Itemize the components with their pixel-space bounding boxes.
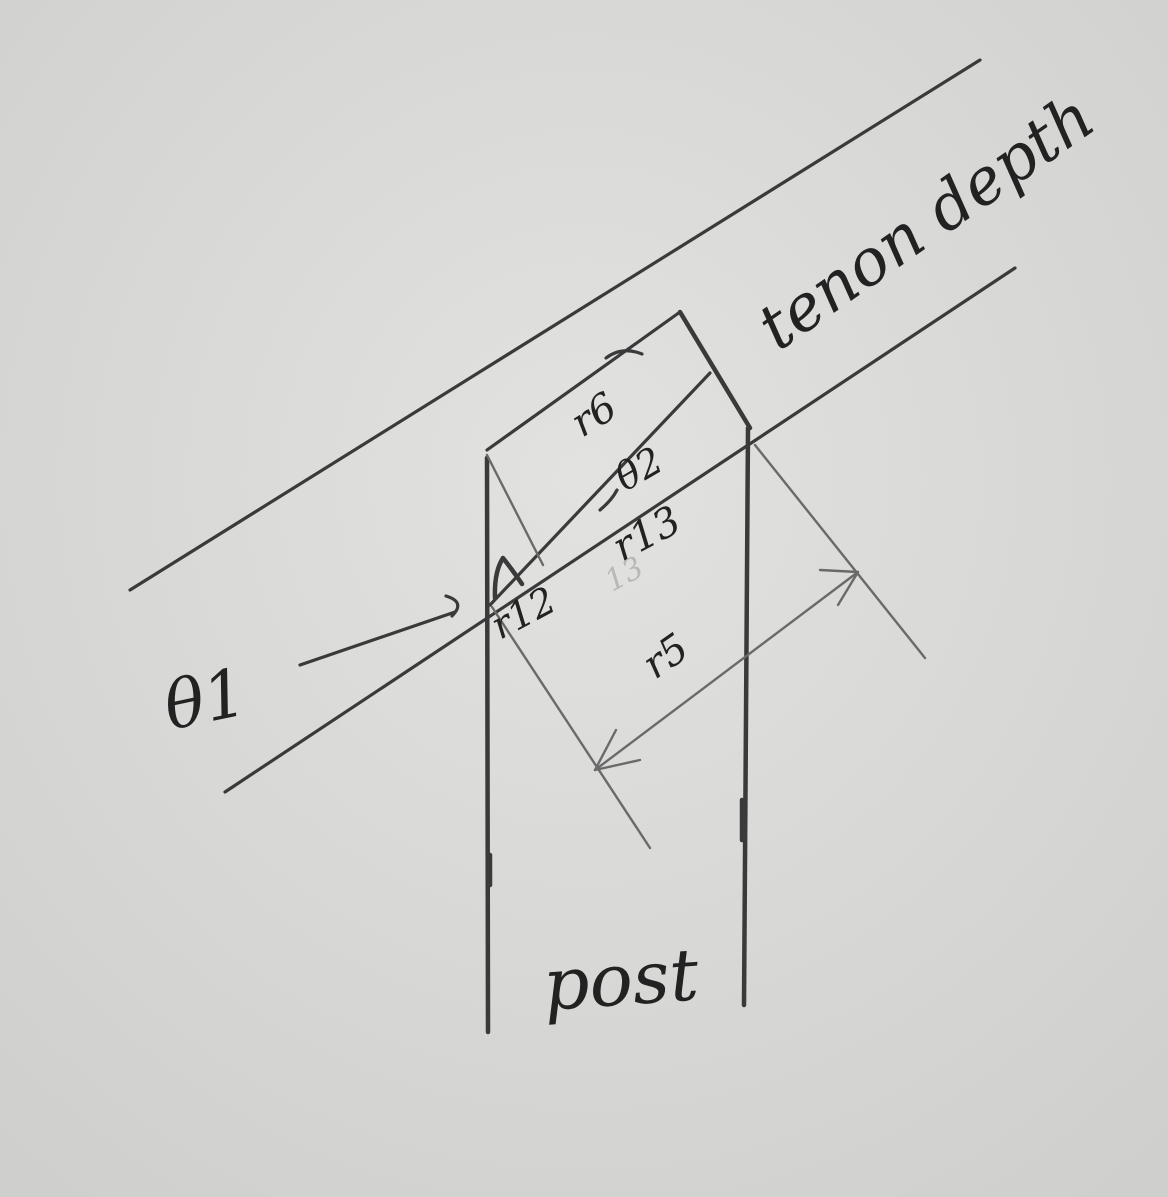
tenon-right-edge — [677, 309, 753, 431]
beam-top-edge — [128, 58, 982, 592]
corner-arc-left — [492, 555, 525, 601]
r5-arrowhead-lower — [593, 728, 642, 772]
theta1-pointer-head — [444, 594, 460, 618]
r5-dimension-line — [593, 570, 860, 772]
theta1-label: θ1 — [157, 653, 253, 745]
r5-arrowhead-upper — [818, 568, 860, 607]
post-right-edge — [741, 425, 751, 1008]
construction-line-down — [490, 605, 652, 850]
theta2-arc — [598, 488, 619, 512]
theta1-pointer-line — [298, 610, 457, 667]
tenon-top-edge — [485, 310, 682, 452]
post-label: post — [540, 932, 702, 1027]
corner-arc-top — [604, 349, 644, 360]
inner-diagonal-left — [485, 453, 545, 567]
construction-line-right — [753, 443, 927, 660]
beam-bottom-edge — [223, 266, 1017, 794]
post-left-edge — [484, 455, 491, 1035]
r6-line — [488, 371, 712, 607]
